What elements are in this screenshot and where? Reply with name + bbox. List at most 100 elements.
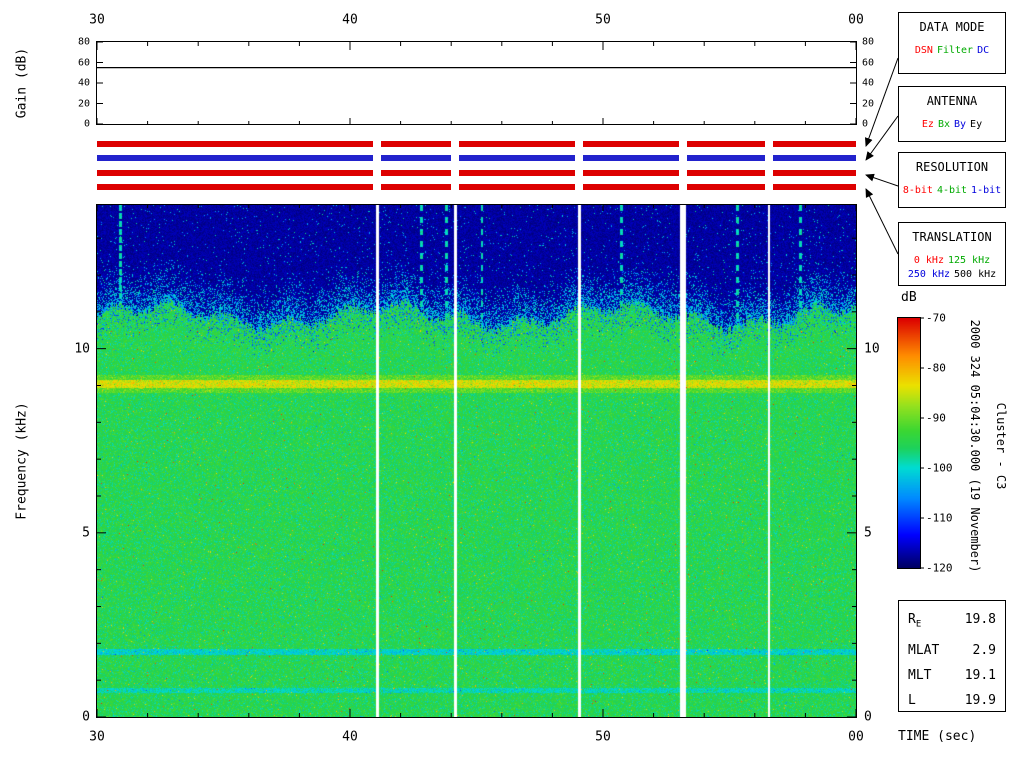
legend-box-resolution: RESOLUTION 8-bit 4-bit 1-bit — [898, 152, 1006, 208]
ephemeris-box: RE 19.8 MLAT 2.9 MLT 19.1 L 19.9 — [898, 600, 1006, 712]
tick-label: 80 — [862, 37, 874, 48]
colorbar — [897, 317, 921, 569]
status-bar-translation — [773, 184, 856, 190]
status-bar-data-mode — [773, 141, 856, 147]
spacecraft-vertical-label: Cluster - C3 — [994, 403, 1008, 490]
ephemeris-value: 19.8 — [965, 607, 996, 638]
legend-option-by: By — [954, 119, 966, 130]
tick-label: 20 — [862, 98, 874, 109]
tick-label: 0 — [84, 119, 90, 130]
tick-label: 60 — [862, 57, 874, 68]
status-bar-antenna — [773, 155, 856, 161]
legend-box-title: TRANSLATION — [899, 223, 1005, 244]
colorbar-canvas — [898, 318, 920, 568]
tick-label: 30 — [89, 730, 105, 745]
tick-label: 20 — [78, 98, 90, 109]
tick-label: 40 — [78, 78, 90, 89]
legend-box-data-mode: DATA MODE DSN Filter DC — [898, 12, 1006, 74]
ephemeris-row-mlt: MLT 19.1 — [908, 663, 996, 688]
status-bar-antenna — [97, 155, 373, 161]
tick-label: 60 — [78, 57, 90, 68]
ephemeris-value: 19.9 — [965, 688, 996, 713]
legend-box-title: DATA MODE — [899, 13, 1005, 34]
status-bar-data-mode — [381, 141, 451, 147]
legend-option-1-bit: 1-bit — [971, 185, 1001, 196]
legend-option-dc: DC — [977, 45, 989, 56]
status-bar-translation — [583, 184, 679, 190]
gain-panel — [96, 41, 857, 125]
legend-option-bx: Bx — [938, 119, 950, 130]
status-bar-translation — [687, 184, 765, 190]
tick-label: -120 — [926, 562, 953, 575]
ephemeris-row-mlat: MLAT 2.9 — [908, 638, 996, 663]
ephemeris-value: 2.9 — [973, 638, 996, 663]
ephemeris-label: R — [908, 612, 916, 627]
legend-option-filter: Filter — [937, 45, 973, 56]
legend-option-500-khz: 500 kHz — [954, 269, 996, 280]
tick-label: 10 — [864, 341, 880, 356]
status-bar-translation — [381, 184, 451, 190]
spectrogram-panel — [96, 204, 857, 718]
tick-label: 00 — [848, 730, 864, 745]
legend-box-options-1: Ez Bx By Ey — [899, 119, 1005, 130]
legend-box-title: RESOLUTION — [899, 153, 1005, 174]
status-bar-data-mode — [97, 141, 373, 147]
tick-label: 0 — [862, 119, 868, 130]
tick-label: 0 — [82, 710, 90, 725]
legend-box-title: ANTENNA — [899, 87, 1005, 108]
legend-options-row: Ez Bx By Ey — [899, 119, 1005, 130]
tick-label: -100 — [926, 462, 953, 475]
legend-options-row: 0 kHz 125 kHz — [899, 255, 1005, 266]
status-bar-antenna — [687, 155, 765, 161]
frequency-axis-label: Frequency (kHz) — [15, 402, 30, 519]
legend-option-8-bit: 8-bit — [903, 185, 933, 196]
status-bar-translation — [97, 184, 373, 190]
tick-label: 5 — [82, 525, 90, 540]
legend-box-options-3: 0 kHz 125 kHz 250 kHz 500 kHz — [899, 255, 1005, 280]
status-bar-resolution — [459, 170, 575, 176]
ephemeris-row-re: RE 19.8 — [908, 607, 996, 638]
tick-label: 40 — [862, 78, 874, 89]
colorbar-label: dB — [901, 290, 917, 305]
tick-label: 00 — [848, 13, 864, 28]
legend-box-options-2: 8-bit 4-bit 1-bit — [899, 185, 1005, 196]
ephemeris-label: MLAT — [908, 638, 939, 663]
status-bar-data-mode — [583, 141, 679, 147]
tick-label: 50 — [595, 730, 611, 745]
tick-label: -90 — [926, 412, 946, 425]
status-bar-resolution — [381, 170, 451, 176]
status-bar-data-mode — [459, 141, 575, 147]
tick-label: 40 — [342, 730, 358, 745]
timestamp-vertical-label: 2000 324 05:04:30.000 (19 November) — [968, 320, 982, 573]
tick-label: 5 — [864, 525, 872, 540]
status-bar-resolution — [773, 170, 856, 176]
legend-option-dsn: DSN — [915, 45, 933, 56]
wbd-spectrogram-display: { "gain_panel": { "ylabel": "Gain (dB)",… — [0, 0, 1024, 768]
legend-options-row: DSN Filter DC — [899, 45, 1005, 56]
ephemeris-label-sub: E — [916, 620, 921, 630]
spectrogram-canvas — [97, 205, 856, 717]
tick-label: 30 — [89, 13, 105, 28]
tick-label: -80 — [926, 362, 946, 375]
status-bar-resolution — [583, 170, 679, 176]
legend-box-options-0: DSN Filter DC — [899, 45, 1005, 56]
legend-option-ey: Ey — [970, 119, 982, 130]
tick-label: -70 — [926, 312, 946, 325]
ephemeris-label: MLT — [908, 663, 931, 688]
tick-label: 10 — [74, 341, 90, 356]
tick-label: 0 — [864, 710, 872, 725]
status-bar-antenna — [381, 155, 451, 161]
legend-box-antenna: ANTENNA Ez Bx By Ey — [898, 86, 1006, 142]
tick-label: 40 — [342, 13, 358, 28]
tick-label: -110 — [926, 512, 953, 525]
status-bar-data-mode — [687, 141, 765, 147]
status-bar-antenna — [459, 155, 575, 161]
legend-option-4-bit: 4-bit — [937, 185, 967, 196]
status-bar-resolution — [97, 170, 373, 176]
legend-option-0-khz: 0 kHz — [914, 255, 944, 266]
legend-option-250-khz: 250 kHz — [908, 269, 950, 280]
ephemeris-value: 19.1 — [965, 663, 996, 688]
legend-option-125-khz: 125 kHz — [948, 255, 990, 266]
status-bar-antenna — [583, 155, 679, 161]
legend-options-row: 8-bit 4-bit 1-bit — [899, 185, 1005, 196]
